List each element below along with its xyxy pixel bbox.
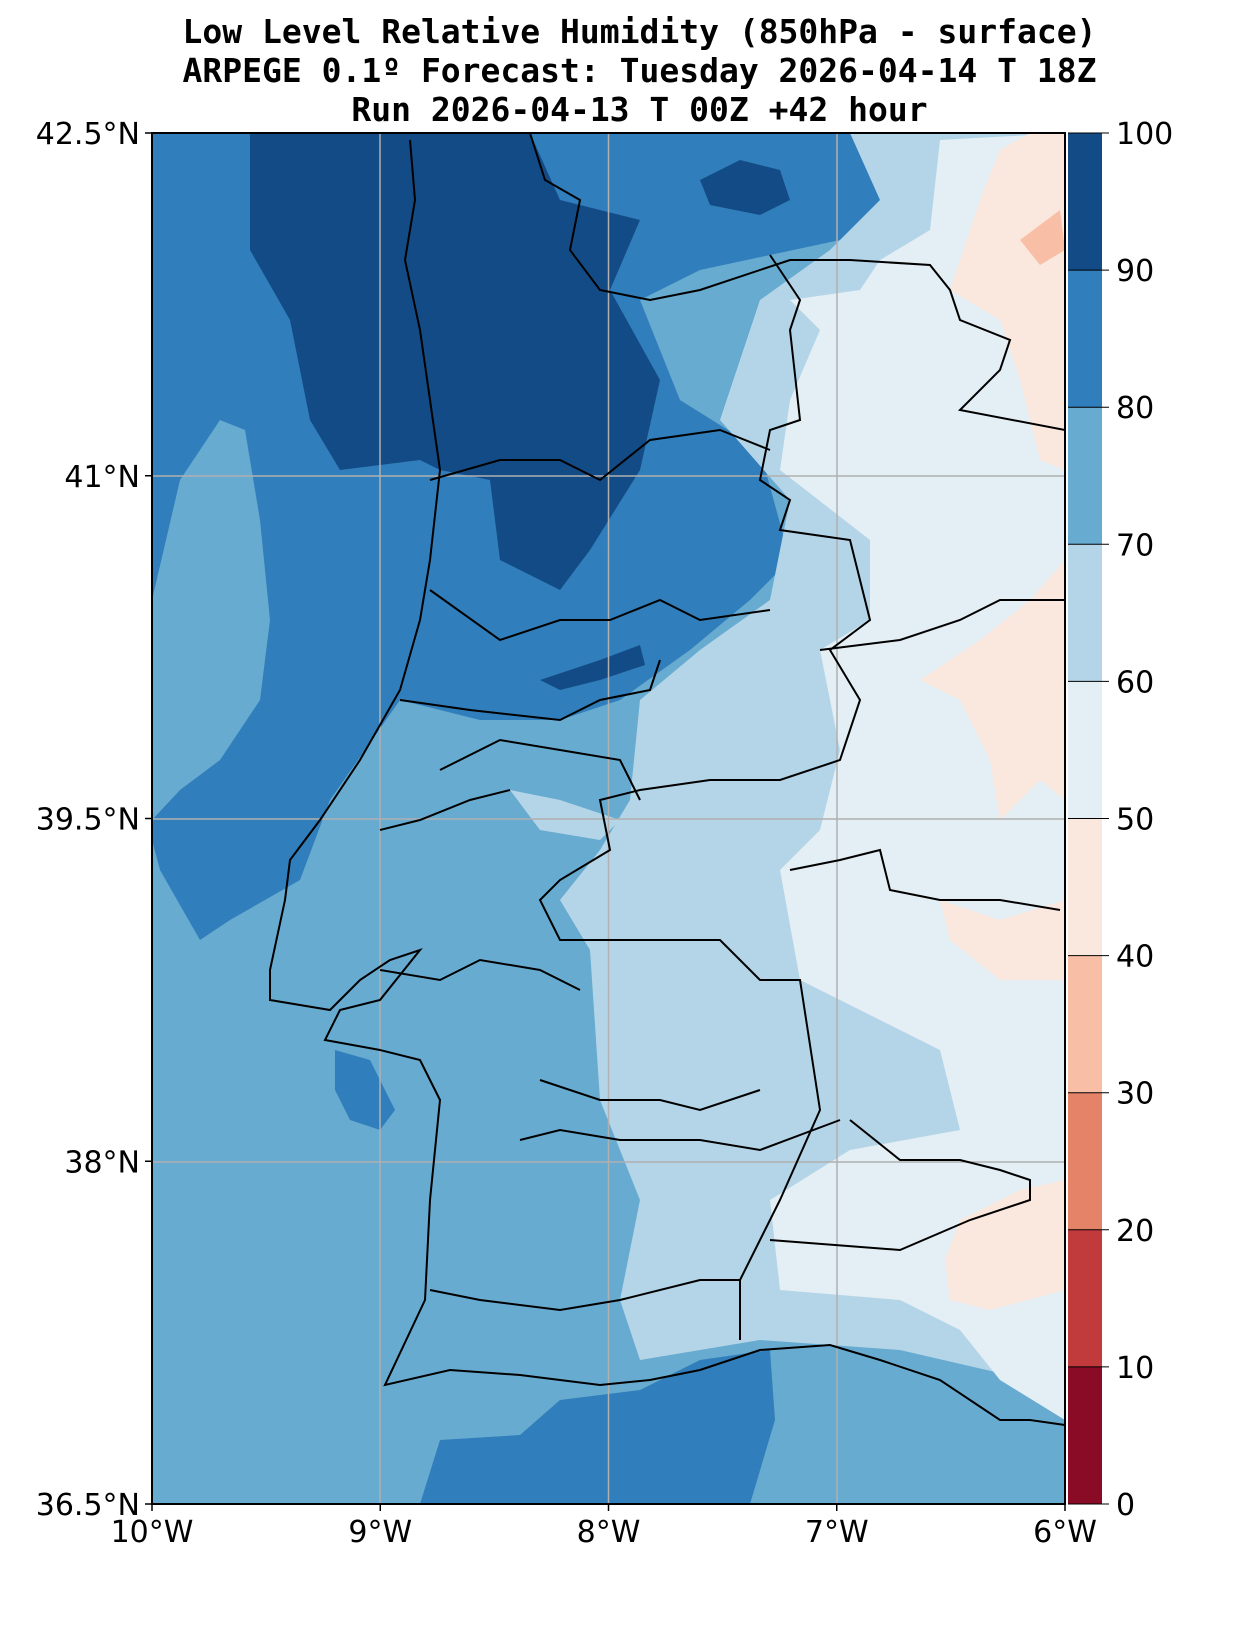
lat-tick-label: 38°N [64, 1145, 140, 1180]
lat-tick-label: 41°N [64, 460, 140, 495]
colorbar-segment [1068, 270, 1102, 408]
contour-90-100-south [540, 645, 645, 690]
chart-title: Low Level Relative Humidity (850hPa - su… [0, 12, 1259, 129]
colorbar-label: 100 [1116, 117, 1173, 152]
humidity-contours [152, 133, 1065, 1504]
colorbar-label: 0 [1116, 1488, 1135, 1523]
colorbar-label: 40 [1116, 940, 1154, 975]
lon-tick-label: 6°W [1033, 1515, 1097, 1550]
lat-tick-label: 36.5°N [36, 1488, 140, 1523]
colorbar-label: 50 [1116, 803, 1154, 838]
contour-40-50-a [950, 133, 1065, 470]
colorbar: 0 10 20 30 40 50 60 70 80 90 100 [1068, 117, 1173, 1523]
contour-30-40 [1020, 210, 1065, 265]
colorbar-label: 10 [1116, 1351, 1154, 1386]
colorbar-segment [1068, 955, 1102, 1093]
title-line-1: Low Level Relative Humidity (850hPa - su… [182, 12, 1097, 51]
lon-tick-label: 8°W [577, 1515, 641, 1550]
colorbar-segment [1068, 133, 1102, 271]
admin-borders [379, 133, 1065, 1340]
colorbar-segment [1068, 681, 1102, 819]
contour-40-50-c [940, 900, 1065, 980]
title-line-2: ARPEGE 0.1º Forecast: Tuesday 2026-04-14… [182, 51, 1097, 90]
colorbar-label: 30 [1116, 1077, 1154, 1112]
lon-tick-labels: 10°W 9°W 8°W 7°W 6°W [111, 1504, 1097, 1550]
colorbar-label: 80 [1116, 391, 1154, 426]
coastline [269, 139, 1065, 1426]
colorbar-label: 90 [1116, 254, 1154, 289]
colorbar-label: 60 [1116, 665, 1154, 700]
lon-tick-label: 7°W [805, 1515, 869, 1550]
contour-70-80-offshore [152, 420, 270, 820]
lat-tick-label: 39.5°N [36, 803, 140, 838]
lon-tick-label: 9°W [348, 1515, 412, 1550]
lon-tick-label: 10°W [111, 1515, 194, 1550]
colorbar-segment [1068, 1092, 1102, 1230]
contour-80-90-south [420, 1350, 775, 1504]
colorbar-label: 70 [1116, 528, 1154, 563]
colorbar-segment [1068, 544, 1102, 682]
colorbar-segment [1068, 1229, 1102, 1367]
colorbar-segment [1068, 818, 1102, 956]
colorbar-segment [1068, 1366, 1102, 1504]
colorbar-label: 20 [1116, 1214, 1154, 1249]
contour-90-100-east [700, 160, 790, 215]
contour-50-60 [770, 133, 1065, 1420]
contour-40-50-b [920, 560, 1065, 820]
contour-60-70-lobe [510, 790, 620, 840]
title-line-3: Run 2026-04-13 T 00Z +42 hour [351, 90, 928, 129]
contour-40-50-d [945, 1180, 1065, 1310]
lat-tick-labels: 42.5°N 41°N 39.5°N 38°N 36.5°N [36, 117, 152, 1523]
lat-tick-label: 42.5°N [36, 117, 140, 152]
colorbar-segment [1068, 407, 1102, 545]
gridlines [152, 133, 1065, 1504]
